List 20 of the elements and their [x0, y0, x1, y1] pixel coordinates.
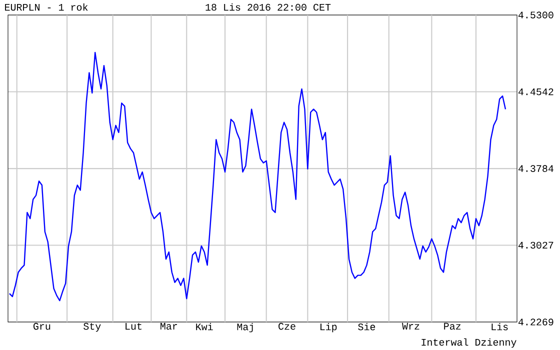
x-tick-label: Wrz [402, 322, 420, 330]
y-tick-label: 4.3784 [518, 165, 554, 172]
y-tick-label: 4.3027 [518, 242, 554, 249]
x-tick-label: Lip [320, 322, 337, 332]
x-tick-label: Kwi [196, 322, 213, 330]
x-tick-label: Sty [84, 322, 101, 332]
chart-title: EURPLN - 1 rok [5, 3, 88, 11]
x-tick-label: Cze [278, 322, 296, 330]
chart-subtitle: 18 Lis 2016 22:00 CET [206, 3, 331, 11]
x-tick-label: Lut [126, 322, 142, 330]
x-tick-label: Gru [33, 322, 50, 330]
x-tick-label: Paz [444, 322, 461, 330]
x-tick-label: Sie [358, 322, 376, 330]
y-tick-label: 4.2269 [518, 318, 554, 326]
y-tick-label: 4.5300 [518, 12, 554, 18]
x-tick-label: Mar [160, 322, 178, 330]
x-tick-label: Lis [492, 322, 508, 330]
text: Interwal Dzienny [422, 338, 516, 348]
y-tick-label: 4.4542 [518, 88, 554, 96]
x-tick-label: Maj [237, 322, 253, 332]
